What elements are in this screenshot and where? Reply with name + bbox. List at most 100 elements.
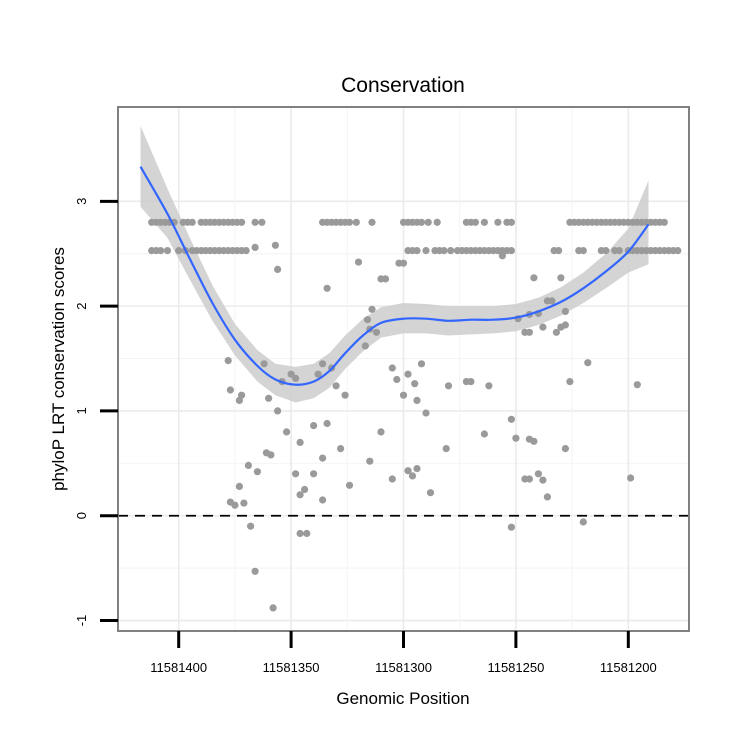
data-point [244,461,252,469]
data-point [258,218,266,226]
x-tick-label: 11581400 [150,660,207,675]
data-point [388,475,396,483]
data-point [242,247,250,255]
data-point [332,382,340,390]
data-point [269,604,277,612]
x-tick-label: 11581300 [375,660,432,675]
data-point [352,218,360,226]
data-point [404,467,412,475]
data-point [615,247,623,255]
data-point [274,407,282,415]
data-point [368,218,376,226]
data-point [422,247,430,255]
data-point [426,489,435,497]
data-point [584,359,592,367]
data-point [507,415,515,423]
data-point [271,241,279,249]
smooth-line [139,166,650,386]
data-point [566,378,574,386]
scatter-points [148,218,682,612]
data-point [471,218,479,226]
data-point [240,499,248,507]
data-point [404,370,412,378]
data-point [224,357,232,365]
data-point [292,374,300,382]
data-point [561,307,570,315]
data-point [175,247,183,255]
data-point [267,451,275,459]
data-point [480,430,488,438]
x-tick-label: 11581200 [600,660,657,675]
data-point [238,391,246,399]
data-point [422,409,430,417]
data-point [561,445,570,453]
data-point [555,247,563,255]
y-tick-label: 2 [74,302,89,309]
data-point [274,265,282,273]
data-point [444,382,453,390]
data-point [525,475,534,483]
x-tick-label: 11581350 [263,660,320,675]
data-point [543,493,552,501]
data-point [247,522,255,530]
data-point [283,428,291,436]
data-point [408,472,417,480]
data-point [674,247,682,255]
y-tick-label: 3 [74,198,89,205]
data-point [507,523,515,531]
data-point [552,328,561,336]
data-point [413,396,421,404]
data-point [507,247,515,255]
data-point [424,218,432,226]
data-point [251,567,259,575]
data-point [485,382,493,390]
data-point [323,284,331,292]
data-point [361,342,369,350]
data-point [467,378,475,386]
data-point [440,247,448,255]
data-point [413,247,421,255]
data-point [494,218,502,226]
data-point [287,370,295,378]
data-point [548,297,556,305]
data-point [660,218,668,226]
data-point [411,380,419,388]
data-point [296,438,304,446]
data-point [381,275,390,283]
data-point [292,470,300,478]
data-point [235,482,243,490]
data-point [447,247,455,255]
data-point [296,491,304,499]
data-point [627,474,635,482]
data-point [303,529,311,538]
y-tick-label: 1 [74,407,89,414]
data-point [323,419,331,428]
data-point [363,316,372,324]
data-point [530,274,538,282]
data-point [399,259,408,267]
data-point [238,218,246,226]
x-axis-label: Genomic Position [336,689,469,708]
data-point [480,218,488,226]
data-point [345,481,354,489]
data-point [512,434,520,442]
data-point [561,321,570,329]
data-point [354,258,363,266]
data-point [525,328,534,336]
data-point [310,422,318,430]
y-tick-label: 0 [74,512,89,519]
data-point [319,454,327,462]
x-tick-label: 11581250 [487,660,544,675]
data-point [251,243,259,251]
data-point [319,360,327,368]
data-point [399,391,408,399]
data-point [368,305,376,313]
data-point [345,218,354,226]
data-point [413,465,421,473]
x-axis: 11581400 11581350 11581300 11581250 11581200 [150,631,657,675]
data-point [534,470,543,478]
y-axis-label: phyloP LRT conservation scores [49,247,68,491]
data-point [231,501,239,509]
data-point [157,247,165,255]
